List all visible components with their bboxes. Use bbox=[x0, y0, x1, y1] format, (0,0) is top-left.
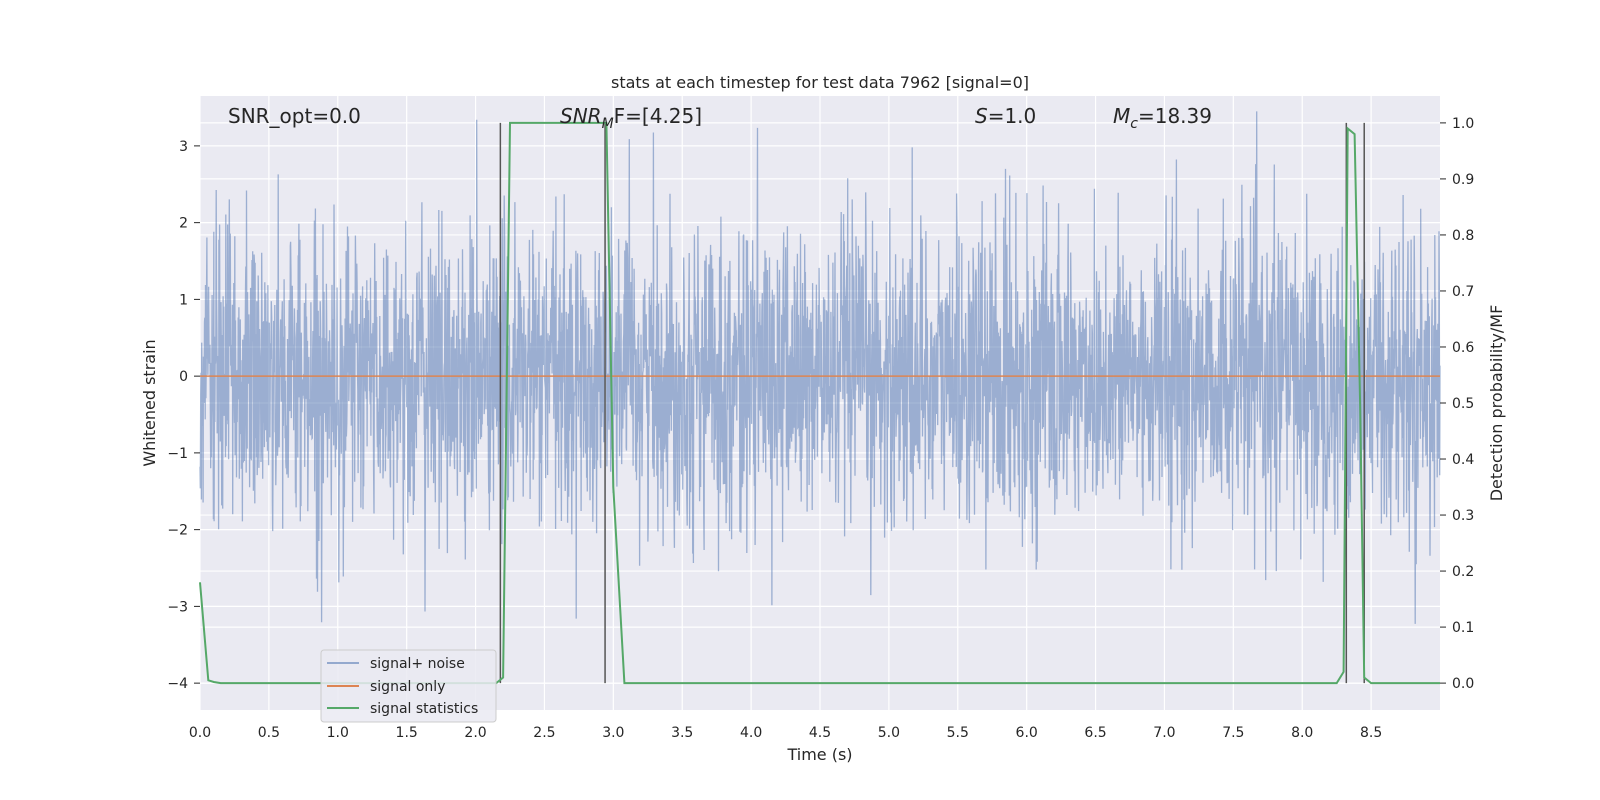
annotation-snr-mf-main: SNR bbox=[560, 104, 602, 128]
y2-tick-label: 0.8 bbox=[1452, 228, 1474, 244]
signal-statistics-line bbox=[199, 121, 1440, 685]
y2-tick-label: 0.3 bbox=[1452, 508, 1474, 524]
x-tick-label: 5.5 bbox=[947, 725, 969, 741]
annotation-mc-sub: c bbox=[1130, 116, 1138, 132]
y-axis-ticks: 3 2 1 0 −1 −2 −3 −4 bbox=[167, 139, 200, 692]
annotation-mc-rest: =18.39 bbox=[1138, 104, 1212, 128]
y-tick-label: 3 bbox=[179, 139, 188, 155]
y-tick-label: −1 bbox=[167, 446, 188, 462]
annotation-snr-mf-sub: M bbox=[602, 116, 614, 132]
y2-tick-label: 0.4 bbox=[1452, 452, 1474, 468]
y-tick-label: −2 bbox=[167, 523, 188, 539]
y-tick-label: 2 bbox=[179, 216, 188, 232]
y2-tick-label: 0.1 bbox=[1452, 620, 1474, 636]
annotation-snr-opt: SNR_opt=0.0 bbox=[228, 104, 361, 128]
x-tick-label: 1.5 bbox=[396, 725, 418, 741]
annotation-snr-mf: SNRMF=[4.25] bbox=[560, 104, 702, 132]
x-tick-label: 0.5 bbox=[258, 725, 280, 741]
x-tick-label: 3.5 bbox=[671, 725, 693, 741]
y-tick-label: 1 bbox=[179, 292, 188, 308]
x-tick-label: 5.0 bbox=[878, 725, 900, 741]
x-tick-label: 4.5 bbox=[809, 725, 831, 741]
x-tick-label: 7.0 bbox=[1153, 725, 1175, 741]
legend-label-signal-noise: signal+ noise bbox=[370, 656, 465, 672]
x-tick-label: 6.0 bbox=[1016, 725, 1038, 741]
noise-trace bbox=[199, 111, 1441, 624]
x-tick-label: 4.0 bbox=[740, 725, 762, 741]
x-axis-label: Time (s) bbox=[786, 745, 852, 764]
x-tick-label: 3.0 bbox=[602, 725, 624, 741]
x-tick-label: 0.0 bbox=[189, 725, 211, 741]
y-tick-label: −4 bbox=[167, 676, 188, 692]
x-tick-label: 6.5 bbox=[1084, 725, 1106, 741]
x-tick-label: 1.0 bbox=[327, 725, 349, 741]
annotation-s: S=1.0 bbox=[975, 104, 1036, 128]
y2-axis-label: Detection probability/MF bbox=[1487, 305, 1506, 502]
legend-label-signal-statistics: signal statistics bbox=[370, 701, 478, 717]
y2-tick-label: 1.0 bbox=[1452, 116, 1474, 132]
series-signal-noise bbox=[199, 111, 1441, 624]
annotation-snr-mf-rest: F=[4.25] bbox=[614, 104, 702, 128]
y2-axis-ticks: 1.0 0.9 0.8 0.7 0.6 0.5 0.4 0.3 0.2 0.1 0.0 bbox=[1440, 116, 1474, 692]
chart-title: stats at each timestep for test data 796… bbox=[611, 73, 1029, 92]
y2-tick-label: 0.9 bbox=[1452, 172, 1474, 188]
x-axis-ticks: 0.0 0.5 1.0 1.5 2.0 2.5 3.0 3.5 4.0 4.5 5.0 5.5 6.0 6… bbox=[189, 725, 1382, 741]
y-axis-label: Whitened strain bbox=[140, 339, 159, 466]
y2-tick-label: 0.7 bbox=[1452, 284, 1474, 300]
y2-tick-label: 0.2 bbox=[1452, 564, 1474, 580]
legend: signal+ noise signal only signal statist… bbox=[320, 649, 497, 723]
x-tick-label: 2.5 bbox=[533, 725, 555, 741]
x-tick-label: 2.0 bbox=[464, 725, 486, 741]
x-tick-label: 8.0 bbox=[1291, 725, 1313, 741]
x-tick-label: 8.5 bbox=[1360, 725, 1382, 741]
x-tick-label: 7.5 bbox=[1222, 725, 1244, 741]
legend-label-signal-only: signal only bbox=[370, 679, 445, 695]
annotation-mc-main: M bbox=[1113, 104, 1130, 128]
y-tick-label: 0 bbox=[179, 369, 188, 385]
annotation-mc: Mc=18.39 bbox=[1113, 104, 1212, 132]
y2-tick-label: 0.0 bbox=[1452, 676, 1474, 692]
y-tick-label: −3 bbox=[167, 599, 188, 615]
annotation-s-rest: =1.0 bbox=[988, 104, 1037, 128]
y2-tick-label: 0.6 bbox=[1452, 340, 1474, 356]
y2-tick-label: 0.5 bbox=[1452, 396, 1474, 412]
series-signal-statistics bbox=[199, 121, 1440, 685]
legend-box bbox=[320, 649, 497, 723]
annotation-s-main: S bbox=[975, 104, 988, 128]
